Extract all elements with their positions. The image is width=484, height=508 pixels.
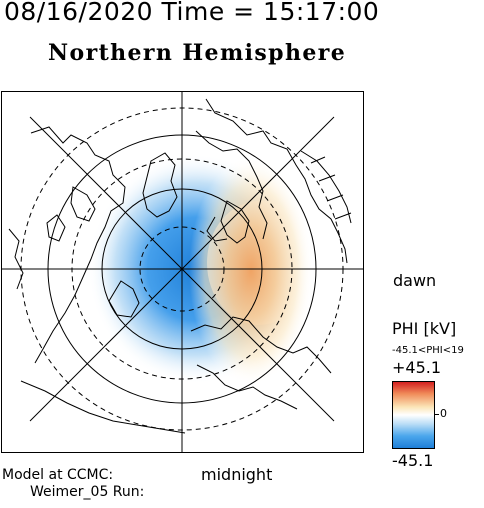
polar-map xyxy=(1,91,364,453)
coastline-europe xyxy=(190,316,332,374)
coastlines xyxy=(8,98,352,434)
midnight-label: midnight xyxy=(201,465,273,484)
meridian-diagonal xyxy=(29,116,335,422)
colorbar-zero-tick xyxy=(435,414,439,415)
coastline-atlantic xyxy=(20,380,186,434)
colorbar xyxy=(392,381,435,449)
colorbar-range-text: -45.1<PHI<19 xyxy=(392,345,464,356)
coastline-alaska xyxy=(8,228,24,290)
colorbar-max-label: +45.1 xyxy=(392,358,442,377)
dawn-label: dawn xyxy=(393,271,437,290)
colorbar-zero-label: 0 xyxy=(440,407,447,420)
coastline-north-america xyxy=(30,126,126,364)
coastline-russia xyxy=(195,130,268,240)
coastline-greenland xyxy=(142,152,178,218)
map-frame xyxy=(1,91,364,453)
colorbar-min-label: -45.1 xyxy=(392,451,434,470)
run-label: Weimer_05 Run: xyxy=(30,484,145,500)
coastline-siberia-grid xyxy=(300,150,352,224)
coastline-arctic-islands xyxy=(46,186,96,242)
coastline-svalbard xyxy=(206,200,250,244)
date-time-title: 08/16/2020 Time = 15:17:00 xyxy=(4,0,380,26)
model-label: Model at CCMC: xyxy=(2,467,114,483)
coastline-scandinavia xyxy=(196,364,298,410)
hemisphere-title: Northern Hemisphere xyxy=(48,40,347,66)
colorbar-title: PHI [kV] xyxy=(392,319,457,338)
coastline-hudson-bay xyxy=(108,280,140,318)
coastline-asia xyxy=(205,98,348,264)
positive-potential-cell xyxy=(189,156,313,386)
meridian-lines xyxy=(1,91,364,453)
